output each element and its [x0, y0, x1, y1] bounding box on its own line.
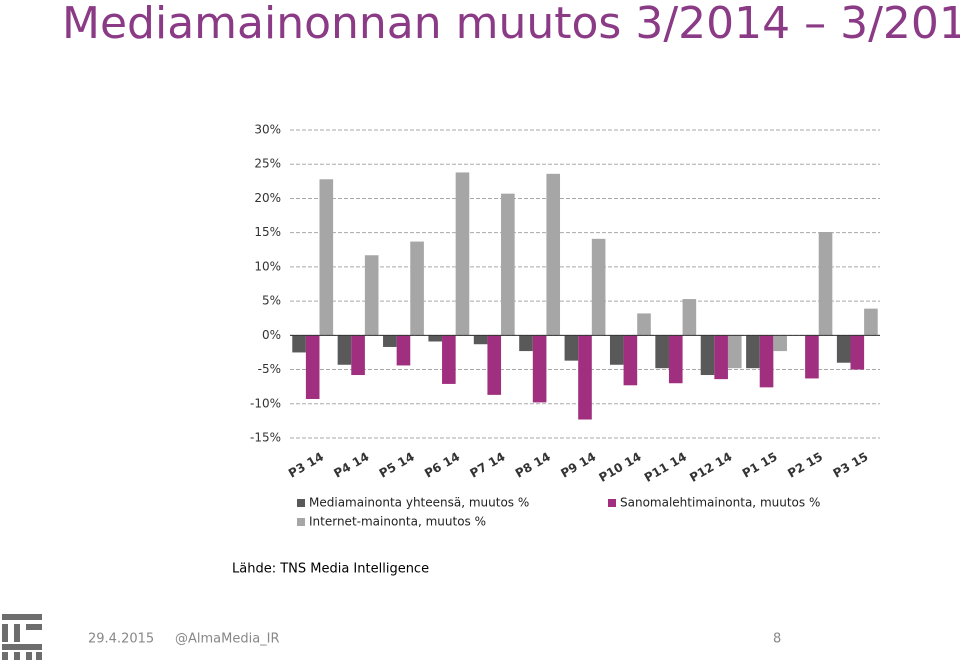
y-tick-label: 0%	[262, 328, 281, 342]
page-number: 8	[773, 632, 781, 647]
bar	[487, 335, 502, 395]
x-tick-label: P7 14	[468, 450, 508, 481]
legend-swatch	[297, 499, 305, 507]
legend-label: Mediamainonta yhteensä, muutos %	[309, 496, 529, 510]
x-tick-label: P12 14	[687, 450, 734, 485]
bar	[668, 335, 683, 384]
bar	[519, 335, 533, 352]
bar	[727, 335, 742, 369]
bar	[746, 335, 760, 369]
bar	[714, 335, 728, 380]
bar	[337, 335, 352, 365]
bar	[773, 335, 787, 352]
x-tick-label: P10 14	[596, 450, 643, 485]
bar	[305, 335, 320, 399]
x-tick-label: P8 14	[513, 450, 553, 481]
y-tick-label: -15%	[250, 431, 281, 445]
bar	[850, 335, 865, 370]
footer-handle: @AlmaMedia_IR	[175, 632, 280, 647]
bar	[546, 173, 561, 336]
legend-swatch	[297, 518, 305, 526]
bar	[501, 193, 515, 336]
bar	[637, 313, 651, 336]
legend-label: Sanomalehtimainonta, muutos %	[620, 496, 820, 510]
bar	[864, 308, 878, 336]
bar	[473, 335, 488, 345]
bar	[410, 241, 424, 336]
bar	[455, 172, 470, 336]
bar	[532, 335, 547, 403]
chart-title: Mediamainonnan muutos 3/2014 – 3/2015	[62, 0, 960, 49]
y-tick-label: 20%	[254, 191, 281, 205]
bar	[655, 335, 669, 369]
bar	[578, 335, 592, 420]
bar	[564, 335, 579, 361]
bar	[818, 231, 833, 336]
bar	[442, 335, 456, 384]
bar	[805, 335, 819, 379]
y-tick-label: -5%	[258, 362, 281, 376]
bar	[836, 335, 851, 363]
bar	[591, 238, 606, 336]
x-tick-label: P5 14	[377, 450, 417, 481]
y-tick-label: 25%	[254, 157, 281, 171]
x-tick-label: P3 15	[831, 450, 871, 481]
bar	[351, 335, 365, 376]
legend-label: Internet-mainonta, muutos %	[309, 515, 486, 529]
y-tick-label: 15%	[254, 225, 281, 239]
x-tick-label: P6 14	[422, 450, 462, 481]
bar	[700, 335, 715, 376]
bar	[759, 335, 774, 388]
x-tick-label: P3 14	[286, 450, 326, 481]
legend-swatch	[608, 499, 616, 507]
source: Lähde: TNS Media Intelligence	[232, 562, 429, 577]
bar	[428, 335, 443, 342]
x-tick-label: P1 15	[740, 450, 780, 481]
x-tick-label: P4 14	[331, 450, 371, 481]
bar	[396, 335, 411, 366]
y-tick-label: 10%	[254, 259, 281, 273]
x-tick-label: P11 14	[642, 450, 689, 485]
bar	[292, 335, 306, 353]
y-tick-label: 30%	[254, 123, 281, 137]
bar	[383, 335, 397, 347]
logo	[2, 614, 42, 660]
y-tick-label: 5%	[262, 294, 281, 308]
bar	[609, 335, 624, 365]
y-tick-label: -10%	[250, 396, 281, 410]
bar	[623, 335, 638, 386]
x-tick-label: P2 15	[785, 450, 825, 481]
bar	[364, 255, 379, 336]
footer-date: 29.4.2015	[88, 632, 154, 647]
bar	[682, 299, 697, 336]
x-tick-label: P9 14	[558, 450, 598, 481]
bar	[319, 179, 334, 336]
